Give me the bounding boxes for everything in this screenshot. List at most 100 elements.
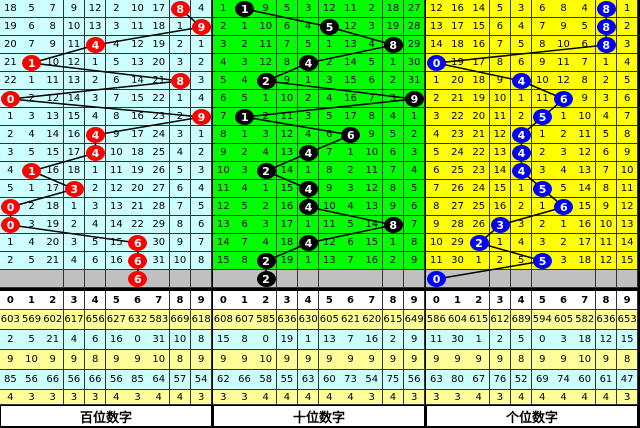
- max-consecutive-cell: 8: [169, 350, 192, 370]
- max-omission-cell: 63: [426, 370, 448, 390]
- max-consecutive-cell: 9: [553, 350, 575, 370]
- omission-cell: 18: [276, 234, 299, 252]
- omission-cell: 6: [510, 54, 533, 72]
- total-count-cell: 618: [190, 310, 213, 330]
- omission-cell: 18: [447, 36, 469, 54]
- digit-header: 4: [297, 291, 320, 310]
- omission-cell: 2: [319, 54, 341, 72]
- omission-cell: 15: [106, 234, 128, 252]
- omission-cell: 3: [553, 252, 575, 270]
- omission-cell: 24: [447, 144, 469, 162]
- draw-ball: 4: [511, 145, 531, 161]
- omission-cell: 19: [148, 36, 171, 54]
- omission-cell: 12: [213, 198, 235, 216]
- draw-ball: 0: [427, 55, 447, 71]
- omission-cell: 30: [447, 252, 469, 270]
- omission-cell: 1: [489, 234, 512, 252]
- current-omission-cell: 11: [426, 330, 448, 350]
- avg-omission-cell: 4: [148, 390, 171, 405]
- total-count-cell: 656: [84, 310, 107, 330]
- omission-cell: 17: [127, 126, 149, 144]
- omission-cell: 9: [63, 0, 86, 18]
- omission-cell: 5: [319, 108, 341, 126]
- omission-cell: 7: [426, 180, 448, 198]
- avg-omission-cell: 4: [169, 390, 192, 405]
- omission-cell: 11: [42, 72, 65, 90]
- omission-cell: 2: [190, 144, 213, 162]
- omission-cell: 11: [276, 108, 299, 126]
- omission-cell: 4: [382, 108, 405, 126]
- omission-cell: 7: [403, 216, 426, 234]
- omission-cell: 2: [84, 180, 107, 198]
- omission-cell: 19: [127, 162, 149, 180]
- total-count-cell: 604: [447, 310, 469, 330]
- draw-ball: 9: [191, 109, 211, 125]
- omission-cell: 16: [340, 90, 362, 108]
- omission-cell: 12: [489, 126, 512, 144]
- omission-cell: 1: [297, 72, 320, 90]
- current-omission-cell: 0: [127, 330, 149, 350]
- omission-cell: 5: [553, 180, 575, 198]
- max-consecutive-cell: 10: [21, 350, 43, 370]
- digit-header: 6: [340, 291, 362, 310]
- omission-cell: 7: [616, 108, 639, 126]
- next-draw-cell: [297, 270, 320, 288]
- draw-ball: 2: [256, 163, 276, 179]
- omission-cell: 11: [574, 126, 597, 144]
- omission-cell: 1: [0, 108, 22, 126]
- omission-cell: 2: [616, 18, 639, 36]
- omission-cell: 2: [510, 108, 533, 126]
- omission-cell: 15: [276, 180, 299, 198]
- omission-cell: 20: [0, 36, 22, 54]
- omission-cell: 7: [234, 234, 256, 252]
- omission-cell: 14: [574, 180, 597, 198]
- omission-cell: 1: [234, 18, 256, 36]
- omission-cell: 4: [63, 252, 86, 270]
- omission-cell: 3: [234, 54, 256, 72]
- omission-cell: 8: [169, 216, 192, 234]
- max-omission-cell: 60: [574, 370, 597, 390]
- omission-cell: 3: [553, 144, 575, 162]
- max-omission-cell: 69: [532, 370, 554, 390]
- max-consecutive-cell: 9: [297, 350, 320, 370]
- omission-cell: 1: [190, 36, 213, 54]
- omission-cell: 11: [532, 90, 554, 108]
- omission-cell: 5: [361, 54, 384, 72]
- omission-cell: 4: [595, 108, 618, 126]
- omission-cell: 2: [213, 18, 235, 36]
- max-consecutive-cell: 9: [213, 350, 235, 370]
- omission-cell: 11: [489, 108, 512, 126]
- omission-cell: 1: [553, 108, 575, 126]
- omission-cell: 25: [447, 162, 469, 180]
- draw-ball: 4: [85, 37, 105, 53]
- omission-cell: 1: [382, 54, 405, 72]
- omission-cell: 5: [489, 0, 512, 18]
- total-count-cell: 607: [234, 310, 256, 330]
- omission-cell: 6: [616, 90, 639, 108]
- omission-cell: 11: [319, 216, 341, 234]
- digit-header: 4: [84, 291, 107, 310]
- omission-cell: 3: [340, 180, 362, 198]
- digit-header: 5: [106, 291, 128, 310]
- omission-cell: 5: [340, 216, 362, 234]
- total-count-cell: 627: [106, 310, 128, 330]
- omission-cell: 11: [595, 234, 618, 252]
- avg-omission-cell: 4: [297, 390, 320, 405]
- omission-cell: 7: [489, 36, 512, 54]
- max-omission-cell: 47: [616, 370, 639, 390]
- omission-cell: 12: [553, 72, 575, 90]
- digit-header: 9: [403, 291, 426, 310]
- draw-ball: 3: [490, 217, 510, 233]
- current-omission-cell: 6: [84, 330, 107, 350]
- digit-header: 4: [510, 291, 533, 310]
- omission-cell: 21: [127, 198, 149, 216]
- omission-cell: 4: [190, 180, 213, 198]
- digit-header: 2: [468, 291, 491, 310]
- omission-cell: 6: [190, 216, 213, 234]
- max-omission-cell: 57: [169, 370, 192, 390]
- max-consecutive-cell: 9: [0, 350, 22, 370]
- omission-cell: 9: [213, 144, 235, 162]
- draw-ball: 2: [256, 271, 276, 287]
- max-omission-cell: 56: [106, 370, 128, 390]
